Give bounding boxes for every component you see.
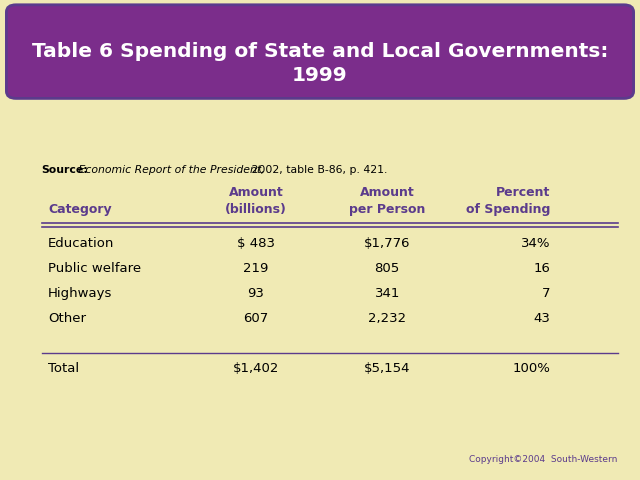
Text: Highways: Highways [48,287,113,300]
Text: 16: 16 [534,262,550,275]
Text: $ 483: $ 483 [237,237,275,250]
Text: per Person: per Person [349,203,426,216]
Text: 7: 7 [542,287,550,300]
Text: 100%: 100% [513,362,550,375]
Text: (billions): (billions) [225,203,287,216]
Text: Copyright©2004  South-Western: Copyright©2004 South-Western [469,456,618,464]
Text: 34%: 34% [521,237,550,250]
Text: Percent: Percent [496,186,550,200]
Text: Other: Other [48,312,86,325]
Text: Table 6 Spending of State and Local Governments:: Table 6 Spending of State and Local Gove… [32,42,608,61]
Text: Economic Report of the President,: Economic Report of the President, [75,166,264,175]
Text: $5,154: $5,154 [364,362,410,375]
Text: 1999: 1999 [292,66,348,85]
Text: $1,776: $1,776 [364,237,410,250]
Text: Amount: Amount [360,186,415,200]
Text: $1,402: $1,402 [233,362,279,375]
Text: 2002, table B-86, p. 421.: 2002, table B-86, p. 421. [248,166,387,175]
Text: 341: 341 [374,287,400,300]
Text: 805: 805 [374,262,400,275]
Text: Category: Category [48,203,111,216]
Text: 43: 43 [534,312,550,325]
Text: Amount: Amount [228,186,284,200]
Text: 93: 93 [248,287,264,300]
Text: Source:: Source: [42,166,88,175]
Text: Public welfare: Public welfare [48,262,141,275]
Text: 607: 607 [243,312,269,325]
Text: 2,232: 2,232 [368,312,406,325]
Text: 219: 219 [243,262,269,275]
Text: Total: Total [48,362,79,375]
Text: of Spending: of Spending [466,203,550,216]
Text: Education: Education [48,237,115,250]
